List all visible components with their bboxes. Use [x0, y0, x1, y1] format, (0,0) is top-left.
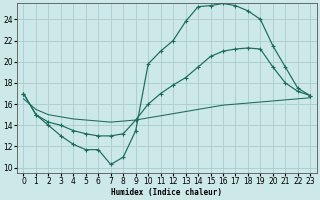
X-axis label: Humidex (Indice chaleur): Humidex (Indice chaleur) — [111, 188, 222, 197]
